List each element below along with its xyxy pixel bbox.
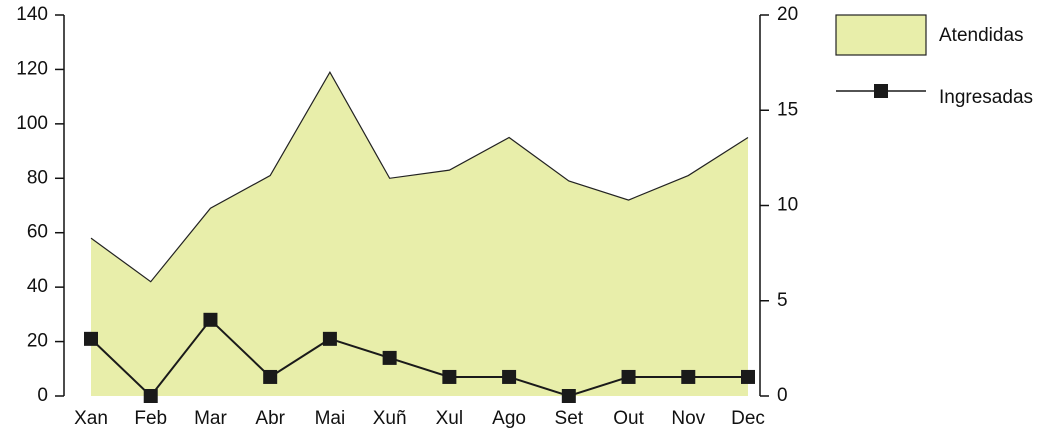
x-tick-label: Feb xyxy=(134,408,167,429)
y2-tick-label: 0 xyxy=(777,385,788,406)
y2-tick-label: 20 xyxy=(777,4,798,25)
area-outline xyxy=(90,70,749,283)
area xyxy=(91,72,748,397)
y2-tick-label: 10 xyxy=(777,195,798,216)
marker xyxy=(203,312,218,327)
y-tick-label: 100 xyxy=(16,113,48,134)
x-tick-label: Xan xyxy=(74,408,108,429)
legend-swatch xyxy=(835,14,927,56)
x-tick-label: Xuñ xyxy=(373,408,407,429)
legend-label: Ingresadas xyxy=(939,87,1033,108)
marker xyxy=(502,369,517,384)
marker xyxy=(84,331,98,346)
x-tick-label: Ago xyxy=(492,408,526,429)
marker xyxy=(322,331,337,346)
x-tick-label: Mai xyxy=(315,408,346,429)
y-tick-label: 140 xyxy=(16,4,48,25)
marker xyxy=(143,389,158,403)
y-tick-label: 40 xyxy=(27,276,48,297)
x-tick-label: Mar xyxy=(194,408,227,429)
x-tick-label: Dec xyxy=(731,408,765,429)
marker xyxy=(263,369,278,384)
y2-tick-label: 15 xyxy=(777,99,798,120)
x-tick-label: Xul xyxy=(436,408,463,429)
marker xyxy=(561,389,576,403)
marker xyxy=(681,369,696,384)
marker xyxy=(442,369,457,384)
y-tick-label: 20 xyxy=(27,331,48,352)
y2-tick-label: 5 xyxy=(777,290,788,311)
y-tick-label: 0 xyxy=(37,385,48,406)
marker xyxy=(741,369,755,384)
y-tick-label: 60 xyxy=(27,222,48,243)
marker xyxy=(382,350,397,365)
legend-label: Atendidas xyxy=(939,25,1024,46)
x-tick-label: Out xyxy=(613,408,644,429)
x-tick-label: Set xyxy=(555,408,584,429)
x-tick-label: Nov xyxy=(671,408,705,429)
y-tick-label: 80 xyxy=(27,167,48,188)
y-tick-label: 120 xyxy=(16,58,48,79)
legend-marker xyxy=(874,84,888,98)
marker xyxy=(621,369,636,384)
line xyxy=(90,318,748,398)
x-tick-label: Abr xyxy=(255,408,285,429)
